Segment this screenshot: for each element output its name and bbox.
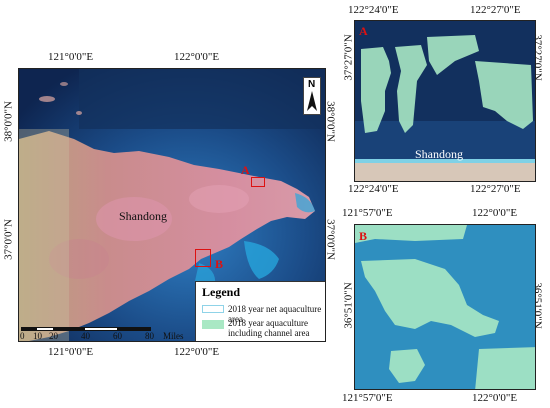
marker-a-box bbox=[251, 177, 265, 187]
inset-a-place-label: Shandong bbox=[415, 147, 463, 161]
legend-title: Legend bbox=[202, 285, 241, 299]
inset-b-frame: B bbox=[354, 224, 536, 390]
inset-a-top-lon-label-2: 122°27'0"E bbox=[470, 4, 521, 16]
main-left-lat-label-1: 38°0'0"N bbox=[2, 101, 15, 142]
main-bottom-lon-label-1: 121°0'0"E bbox=[48, 346, 94, 358]
inset-a-bottom-lon-label-2: 122°27'0"E bbox=[470, 183, 521, 195]
north-arrow-icon bbox=[307, 91, 317, 111]
marker-b-label: B bbox=[215, 257, 224, 271]
main-top-lon-label-1: 121°0'0"E bbox=[48, 51, 94, 63]
inset-b-letter: B bbox=[359, 229, 368, 243]
inset-b-image bbox=[355, 225, 535, 389]
inset-b-top-lon-label-2: 122°0'0"E bbox=[472, 207, 518, 219]
scale-tick-80: 80 bbox=[145, 331, 154, 341]
inset-a-letter: A bbox=[359, 24, 368, 38]
scale-tick-60: 60 bbox=[113, 331, 122, 341]
inset-b-panel: 121°57'0"E 122°0'0"E 121°57'0"E 122°0'0"… bbox=[340, 204, 550, 408]
inset-a-left-lat-label: 37°27'0"N bbox=[342, 34, 355, 81]
legend-net-area-swatch bbox=[202, 305, 224, 313]
main-top-lon-label-2: 122°0'0"E bbox=[174, 51, 220, 63]
inset-a-frame: A Shandong bbox=[354, 20, 536, 182]
marker-b-box bbox=[195, 249, 211, 267]
inset-a-bottom-lon-label-1: 122°24'0"E bbox=[348, 183, 399, 195]
inset-b-bottom-lon-label-2: 122°0'0"E bbox=[472, 392, 518, 404]
main-right-lat-label-1: 38°0'0"N bbox=[324, 101, 337, 142]
north-label: N bbox=[308, 79, 316, 90]
marker-a-label: A bbox=[241, 163, 250, 177]
main-right-lat-label-2: 37°0'0"N bbox=[324, 219, 337, 260]
main-map-frame: N Shandong A B 0 10 20 40 60 80 Miles bbox=[18, 68, 326, 342]
scale-unit: Miles bbox=[163, 331, 184, 341]
north-arrow: N bbox=[303, 77, 321, 115]
main-place-label: Shandong bbox=[119, 209, 167, 223]
scale-tick-20: 20 bbox=[49, 331, 58, 341]
inset-a-image bbox=[355, 21, 535, 181]
legend-net-area-label: 2018 year net aquaculture area bbox=[228, 304, 322, 324]
scale-tick-0: 0 bbox=[20, 331, 25, 341]
inset-b-left-lat-label: 36°51'0"N bbox=[342, 282, 355, 329]
inset-b-bottom-lon-label-1: 121°57'0"E bbox=[342, 392, 393, 404]
satellite-image bbox=[19, 69, 325, 341]
inset-a-top-lon-label-1: 122°24'0"E bbox=[348, 4, 399, 16]
scale-bar: 0 10 20 40 60 80 Miles bbox=[20, 327, 184, 341]
main-left-lat-label-2: 37°0'0"N bbox=[2, 219, 15, 260]
inset-a-panel: 122°24'0"E 122°27'0"E 122°24'0"E 122°27'… bbox=[340, 0, 550, 200]
main-map-panel: 121°0'0"E 122°0'0"E 121°0'0"E 122°0'0"E … bbox=[2, 51, 337, 358]
scale-tick-10: 10 bbox=[33, 331, 42, 341]
legend-channel-area-label: 2018 year aquaculture including channel … bbox=[228, 318, 310, 338]
scale-tick-40: 40 bbox=[81, 331, 90, 341]
legend-channel-area-swatch bbox=[202, 320, 224, 329]
main-bottom-lon-label-2: 122°0'0"E bbox=[174, 346, 220, 358]
inset-b-top-lon-label-1: 121°57'0"E bbox=[342, 207, 393, 219]
legend: Legend 2018 year net aquaculture area 20… bbox=[195, 281, 325, 341]
